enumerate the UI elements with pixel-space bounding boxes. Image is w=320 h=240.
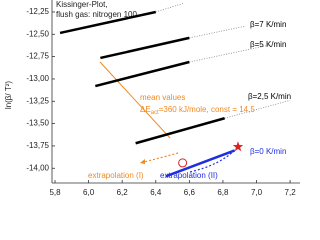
extrapolation-arrow [139, 152, 179, 164]
title: Kissinger-Plot, [56, 0, 108, 9]
x-tick-label: 6,6 [184, 188, 196, 197]
annotation: extrapolation (II) [160, 171, 218, 180]
y-tick-label: -13,75 [26, 141, 49, 150]
series-label: β=2,5 K/min [248, 92, 291, 101]
page: {"chart_data":{"type":"line", "title_lin… [4, 0, 300, 198]
series-label: β=0 K/min [250, 147, 286, 156]
x-tick-label: 6,8 [217, 188, 229, 197]
series-line [100, 36, 190, 60]
annotation: extrapolation (I) [88, 171, 144, 180]
x-tick-label: 6,0 [83, 188, 95, 197]
y-tick-label: -14,00 [26, 163, 49, 172]
series-line [135, 117, 225, 145]
mean-pointer [99, 61, 171, 139]
annotation-part: act [151, 110, 159, 116]
y-tick-label: -13,25 [26, 96, 49, 105]
series-line [95, 60, 190, 88]
marker-circle [178, 158, 188, 168]
x-tick-label: 7,2 [285, 188, 297, 197]
y-tick-label: -13,50 [26, 119, 49, 128]
title: flush gas: nitrogen 100 [56, 10, 137, 19]
annotation-part: ΔE [140, 105, 151, 114]
y-tick-label: -12,75 [26, 52, 49, 61]
arrow-head [140, 159, 145, 164]
annotation: mean values [140, 93, 185, 102]
chart: Kissinger-Plot, flush gas: nitrogen 100 … [4, 0, 300, 197]
series-line [59, 10, 157, 35]
extension-line [189, 25, 245, 39]
y-tick-label: -12,50 [26, 29, 49, 38]
annotation: ΔEact=360 kJ/mole, const = 14,5 [140, 105, 255, 115]
extension-line [155, 2, 185, 13]
x-tick-label: 6,2 [117, 188, 129, 197]
series-line [165, 149, 236, 178]
marker-star [232, 141, 244, 152]
x-tick-label: 5,8 [49, 188, 61, 197]
y-tick-label: -12,25 [26, 7, 49, 16]
series-label: β=5 K/min [250, 40, 286, 49]
x-tick-label: 7,0 [251, 188, 263, 197]
x-tick-label: 6,4 [150, 188, 162, 197]
y-tick-label: -13,00 [26, 74, 49, 83]
annotation-part: =360 kJ/mole, const = 14,5 [159, 105, 256, 114]
series-label: β=7 K/min [250, 20, 286, 29]
y-axis-label: ln(β/ T²) [4, 81, 13, 109]
